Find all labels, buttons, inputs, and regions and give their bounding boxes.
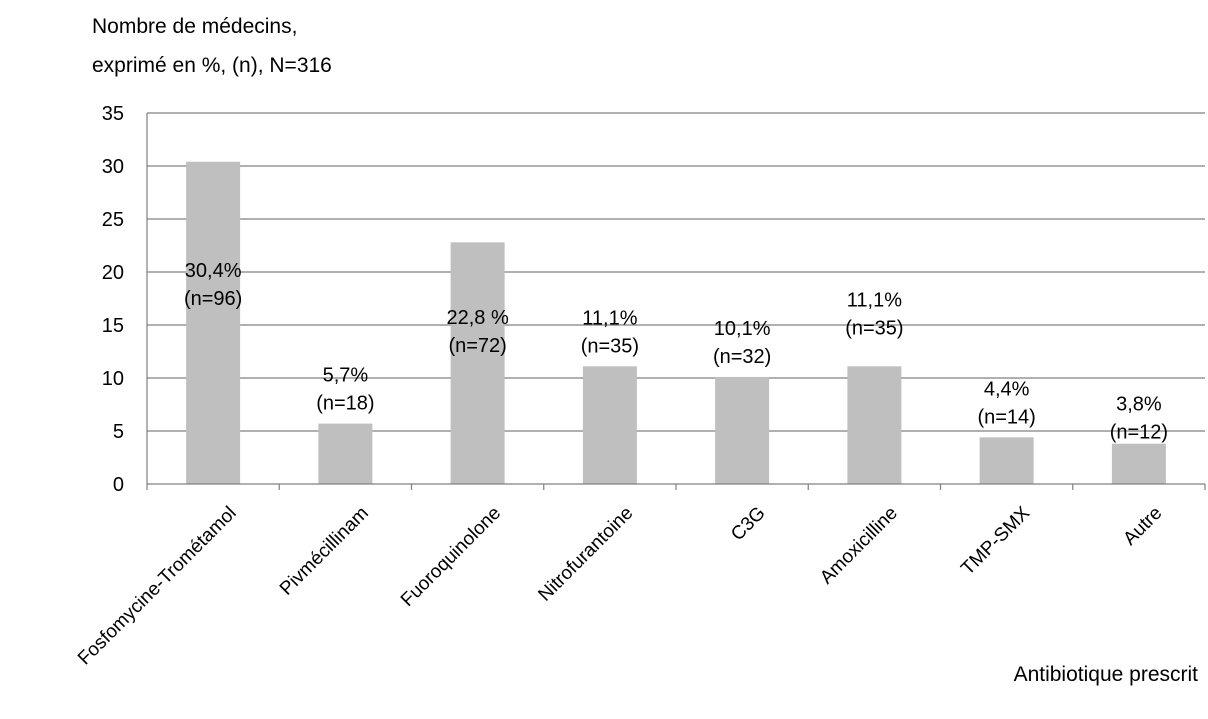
data-label-percent: 4,4% bbox=[984, 378, 1030, 400]
data-label-count: (n=96) bbox=[184, 288, 242, 310]
bar bbox=[979, 437, 1034, 484]
x-tick-label: Amoxicilline bbox=[816, 503, 902, 589]
bar bbox=[582, 366, 637, 484]
y-axis-title-line-1: Nombre de médecins, bbox=[92, 15, 298, 38]
y-tick-label: 20 bbox=[102, 262, 124, 284]
x-tick-label: Fuoroquinolone bbox=[397, 503, 505, 611]
x-tick-label: Autre bbox=[1119, 503, 1166, 550]
data-label-percent: 3,8% bbox=[1116, 394, 1162, 416]
data-label-percent: 22,8 % bbox=[446, 307, 508, 329]
y-tick-label: 15 bbox=[102, 315, 124, 337]
bar bbox=[1111, 443, 1166, 484]
data-label-percent: 11,1% bbox=[582, 307, 637, 329]
y-tick-label: 5 bbox=[113, 421, 124, 443]
y-tick-label: 10 bbox=[102, 368, 124, 390]
data-label-percent: 10,1% bbox=[714, 318, 771, 340]
data-label-percent: 30,4% bbox=[185, 260, 242, 282]
data-label-count: (n=72) bbox=[448, 335, 506, 357]
y-tick-label: 30 bbox=[102, 156, 124, 178]
x-tick-label: Nitrofurantoine bbox=[534, 503, 637, 606]
data-label-percent: 11,1% bbox=[847, 289, 902, 311]
y-tick-label: 25 bbox=[102, 209, 124, 231]
x-axis-title: Antibiotique prescrit bbox=[1013, 663, 1198, 686]
y-tick-label: 35 bbox=[102, 103, 124, 125]
x-tick-label: Pivmécillinam bbox=[276, 503, 373, 600]
y-tick-label: 0 bbox=[113, 474, 124, 496]
bar bbox=[318, 423, 373, 484]
y-axis-title-line-2: exprimé en %, (n), N=316 bbox=[92, 54, 332, 77]
data-label-count: (n=12) bbox=[1110, 422, 1168, 444]
x-tick-label: C3G bbox=[727, 503, 769, 545]
data-label-count: (n=35) bbox=[845, 317, 903, 339]
x-tick-label: Fosfomycine-Trométamol bbox=[74, 503, 241, 670]
data-label-count: (n=35) bbox=[581, 335, 639, 357]
data-label-count: (n=18) bbox=[316, 393, 374, 415]
bar bbox=[186, 161, 241, 484]
data-label-percent: 5,7% bbox=[323, 365, 369, 387]
bar bbox=[847, 366, 902, 484]
bar bbox=[450, 242, 505, 484]
data-label-count: (n=14) bbox=[977, 406, 1035, 428]
bar bbox=[715, 376, 770, 484]
x-tick-label: TMP-SMX bbox=[957, 502, 1034, 579]
data-label-count: (n=32) bbox=[713, 346, 771, 368]
